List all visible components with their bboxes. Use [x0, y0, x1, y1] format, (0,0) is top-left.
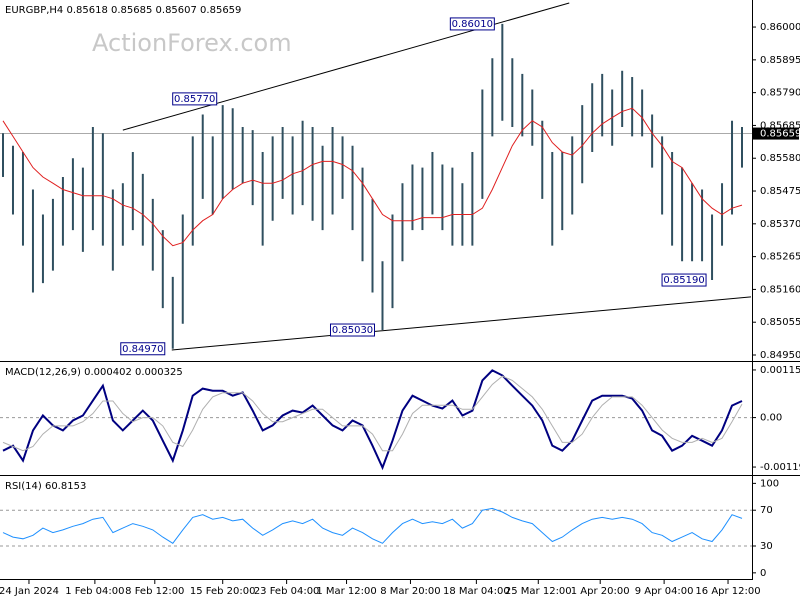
x-tick-label: 24 Jan 2024 [0, 586, 59, 597]
y-tick-label: 30 [760, 541, 773, 552]
x-tick-label: 23 Feb 04:00 [254, 586, 320, 597]
y-tick-label: 0.85370 [760, 219, 800, 230]
x-tick-label: 1 Mar 12:00 [316, 586, 376, 597]
x-tick-label: 16 Apr 12:00 [695, 586, 760, 597]
annotation-label: 0.84970 [122, 344, 163, 355]
y-tick-label: 0.85265 [760, 252, 800, 263]
y-tick-label: 0.85475 [760, 186, 800, 197]
y-tick-label: 70 [760, 505, 773, 516]
x-tick-label: 1 Feb 04:00 [65, 586, 124, 597]
indicator-line [2, 507, 743, 544]
trendline [171, 296, 752, 351]
y-tick-label: 0.85895 [760, 55, 800, 66]
y-tick-label: -0.001196 [760, 462, 800, 473]
y-tick-label: 100 [760, 478, 779, 489]
panel-title: EURGBP,H4 0.85618 0.85685 0.85607 0.8565… [5, 5, 241, 16]
y-tick-label: 0.001152 [760, 365, 800, 376]
x-tick-label: 9 Apr 04:00 [635, 586, 694, 597]
x-tick-label: 1 Apr 20:00 [571, 586, 630, 597]
indicator-line [2, 369, 743, 471]
annotation-box [661, 273, 707, 287]
trendline [122, 2, 570, 131]
annotation-label: 0.86010 [452, 19, 493, 30]
y-tick-label: 0 [760, 568, 766, 579]
x-tick-label: 8 Mar 20:00 [380, 586, 440, 597]
y-tick-label: 0.84950 [760, 350, 800, 361]
y-tick-label: 0.85790 [760, 88, 800, 99]
x-tick-label: 8 Feb 12:00 [125, 586, 184, 597]
y-tick-label: 0.86000 [760, 22, 800, 33]
last-price-label: 0.85659 [760, 129, 800, 140]
panel-title: MACD(12,26,9) 0.000402 0.000325 [5, 367, 183, 378]
y-tick-label: 0.00 [760, 413, 782, 424]
y-tick-label: 0.85160 [760, 284, 800, 295]
annotation-box [449, 17, 495, 31]
moving-average [2, 107, 743, 247]
indicator-line [2, 375, 743, 452]
x-tick-label: 18 Mar 04:00 [443, 586, 510, 597]
annotation-label: 0.85190 [663, 275, 704, 286]
panel-title: RSI(14) 60.8153 [5, 481, 86, 492]
y-tick-label: 0.85685 [760, 120, 800, 131]
annotation-box [172, 92, 218, 106]
x-tick-label: 25 Mar 12:00 [505, 586, 572, 597]
annotation-box [329, 323, 375, 337]
annotation-label: 0.85030 [332, 325, 373, 336]
y-tick-label: 0.85055 [760, 317, 800, 328]
annotation-box [120, 342, 166, 356]
watermark: ActionForex.com [92, 29, 292, 57]
last-price-box [753, 127, 799, 140]
annotation-label: 0.85770 [174, 94, 215, 105]
x-tick-label: 15 Feb 20:00 [190, 586, 256, 597]
y-tick-label: 0.85580 [760, 153, 800, 164]
